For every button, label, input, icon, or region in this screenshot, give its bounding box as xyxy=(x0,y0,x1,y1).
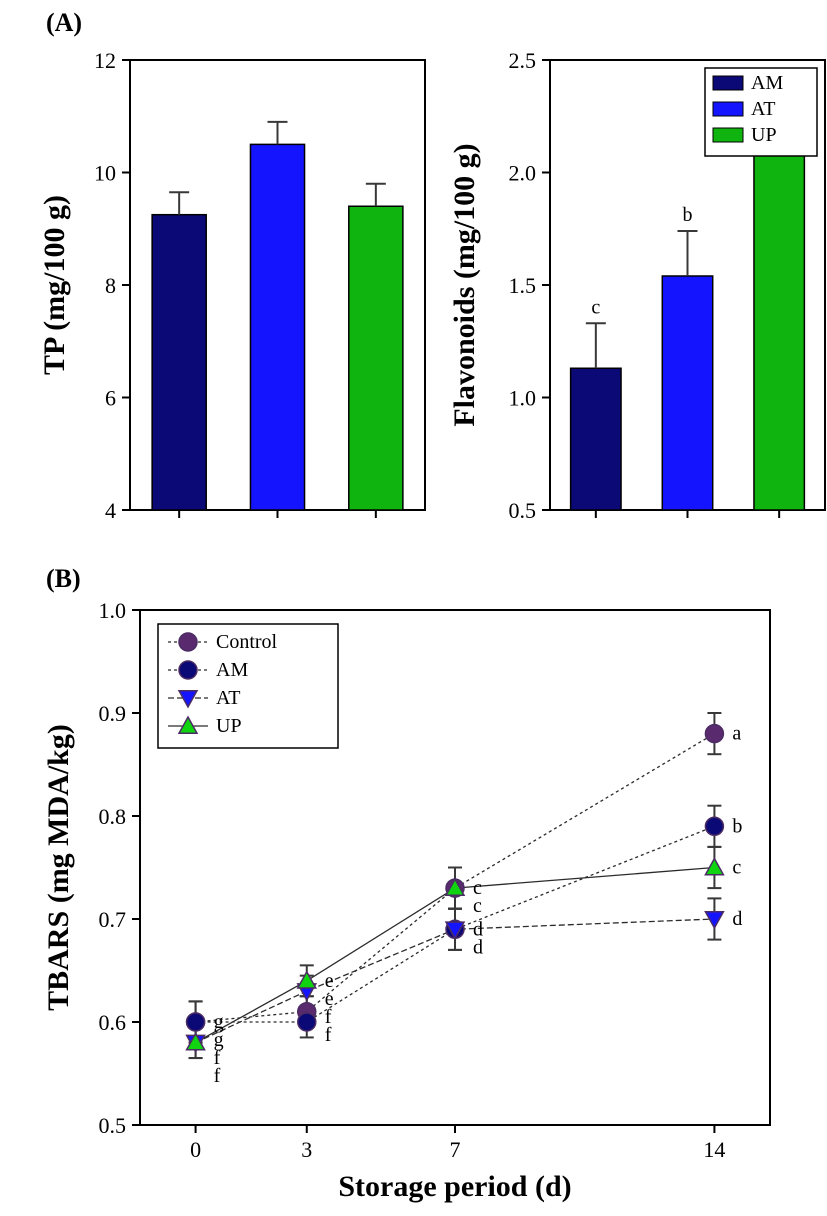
svg-text:UP: UP xyxy=(216,715,242,737)
svg-text:a: a xyxy=(732,723,741,745)
svg-text:TP (mg/100 g): TP (mg/100 g) xyxy=(38,195,71,375)
svg-text:12: 12 xyxy=(94,50,116,73)
svg-text:8: 8 xyxy=(105,273,116,298)
svg-text:b: b xyxy=(683,204,693,226)
svg-text:c: c xyxy=(732,857,741,879)
svg-text:0.6: 0.6 xyxy=(99,1010,127,1035)
svg-text:6: 6 xyxy=(105,386,116,411)
svg-text:Storage period (d): Storage period (d) xyxy=(338,1170,571,1203)
svg-text:14: 14 xyxy=(703,1137,725,1162)
svg-text:1.0: 1.0 xyxy=(509,386,537,411)
svg-text:0.5: 0.5 xyxy=(509,498,537,523)
svg-text:1.5: 1.5 xyxy=(509,273,537,298)
svg-text:0.9: 0.9 xyxy=(99,701,127,726)
svg-text:0.7: 0.7 xyxy=(99,907,127,932)
svg-text:c: c xyxy=(473,895,482,917)
panel-a-label: (A) xyxy=(46,8,82,38)
svg-text:d: d xyxy=(732,908,742,930)
svg-text:0.8: 0.8 xyxy=(99,804,127,829)
flavonoids-bar-chart: 0.51.01.52.02.5Flavonoids (mg/100 g)cbaA… xyxy=(440,50,827,550)
svg-text:f: f xyxy=(325,1024,332,1046)
svg-text:UP: UP xyxy=(751,124,777,146)
svg-text:AM: AM xyxy=(216,659,248,681)
svg-text:AT: AT xyxy=(751,98,775,120)
svg-text:f: f xyxy=(214,1065,221,1087)
svg-text:2.5: 2.5 xyxy=(509,50,537,73)
tp-bar-chart: 4 6 8 10 12 TP (mg/100 g) xyxy=(30,50,440,550)
panel-b-label: (B) xyxy=(46,564,81,594)
svg-text:b: b xyxy=(732,815,742,837)
tbars-line-chart: 0.5 0.6 0.7 0.8 0.9 1.0 0 3 7 14 TBARS (mg MDA/kg)… xyxy=(30,600,820,1210)
svg-text:d: d xyxy=(473,936,483,958)
svg-text:1.0: 1.0 xyxy=(99,600,127,623)
svg-text:10: 10 xyxy=(94,161,116,186)
svg-text:AT: AT xyxy=(216,687,240,709)
svg-text:2.0: 2.0 xyxy=(509,161,537,186)
svg-text:7: 7 xyxy=(450,1137,461,1162)
svg-text:Control: Control xyxy=(216,631,278,653)
svg-text:3: 3 xyxy=(301,1137,312,1162)
svg-text:AM: AM xyxy=(751,72,783,94)
svg-text:4: 4 xyxy=(105,498,116,523)
svg-text:0.5: 0.5 xyxy=(99,1113,127,1138)
figure-root: (A) (B) 4 6 8 10 12 TP (mg/100 g) 0.5 1.0 1.5 2.… xyxy=(0,0,827,1216)
svg-text:Flavonoids (mg/100 g): Flavonoids (mg/100 g) xyxy=(448,143,481,426)
svg-text:0: 0 xyxy=(190,1137,201,1162)
svg-text:TBARS (mg MDA/kg): TBARS (mg MDA/kg) xyxy=(42,724,75,1011)
svg-text:c: c xyxy=(591,296,600,318)
